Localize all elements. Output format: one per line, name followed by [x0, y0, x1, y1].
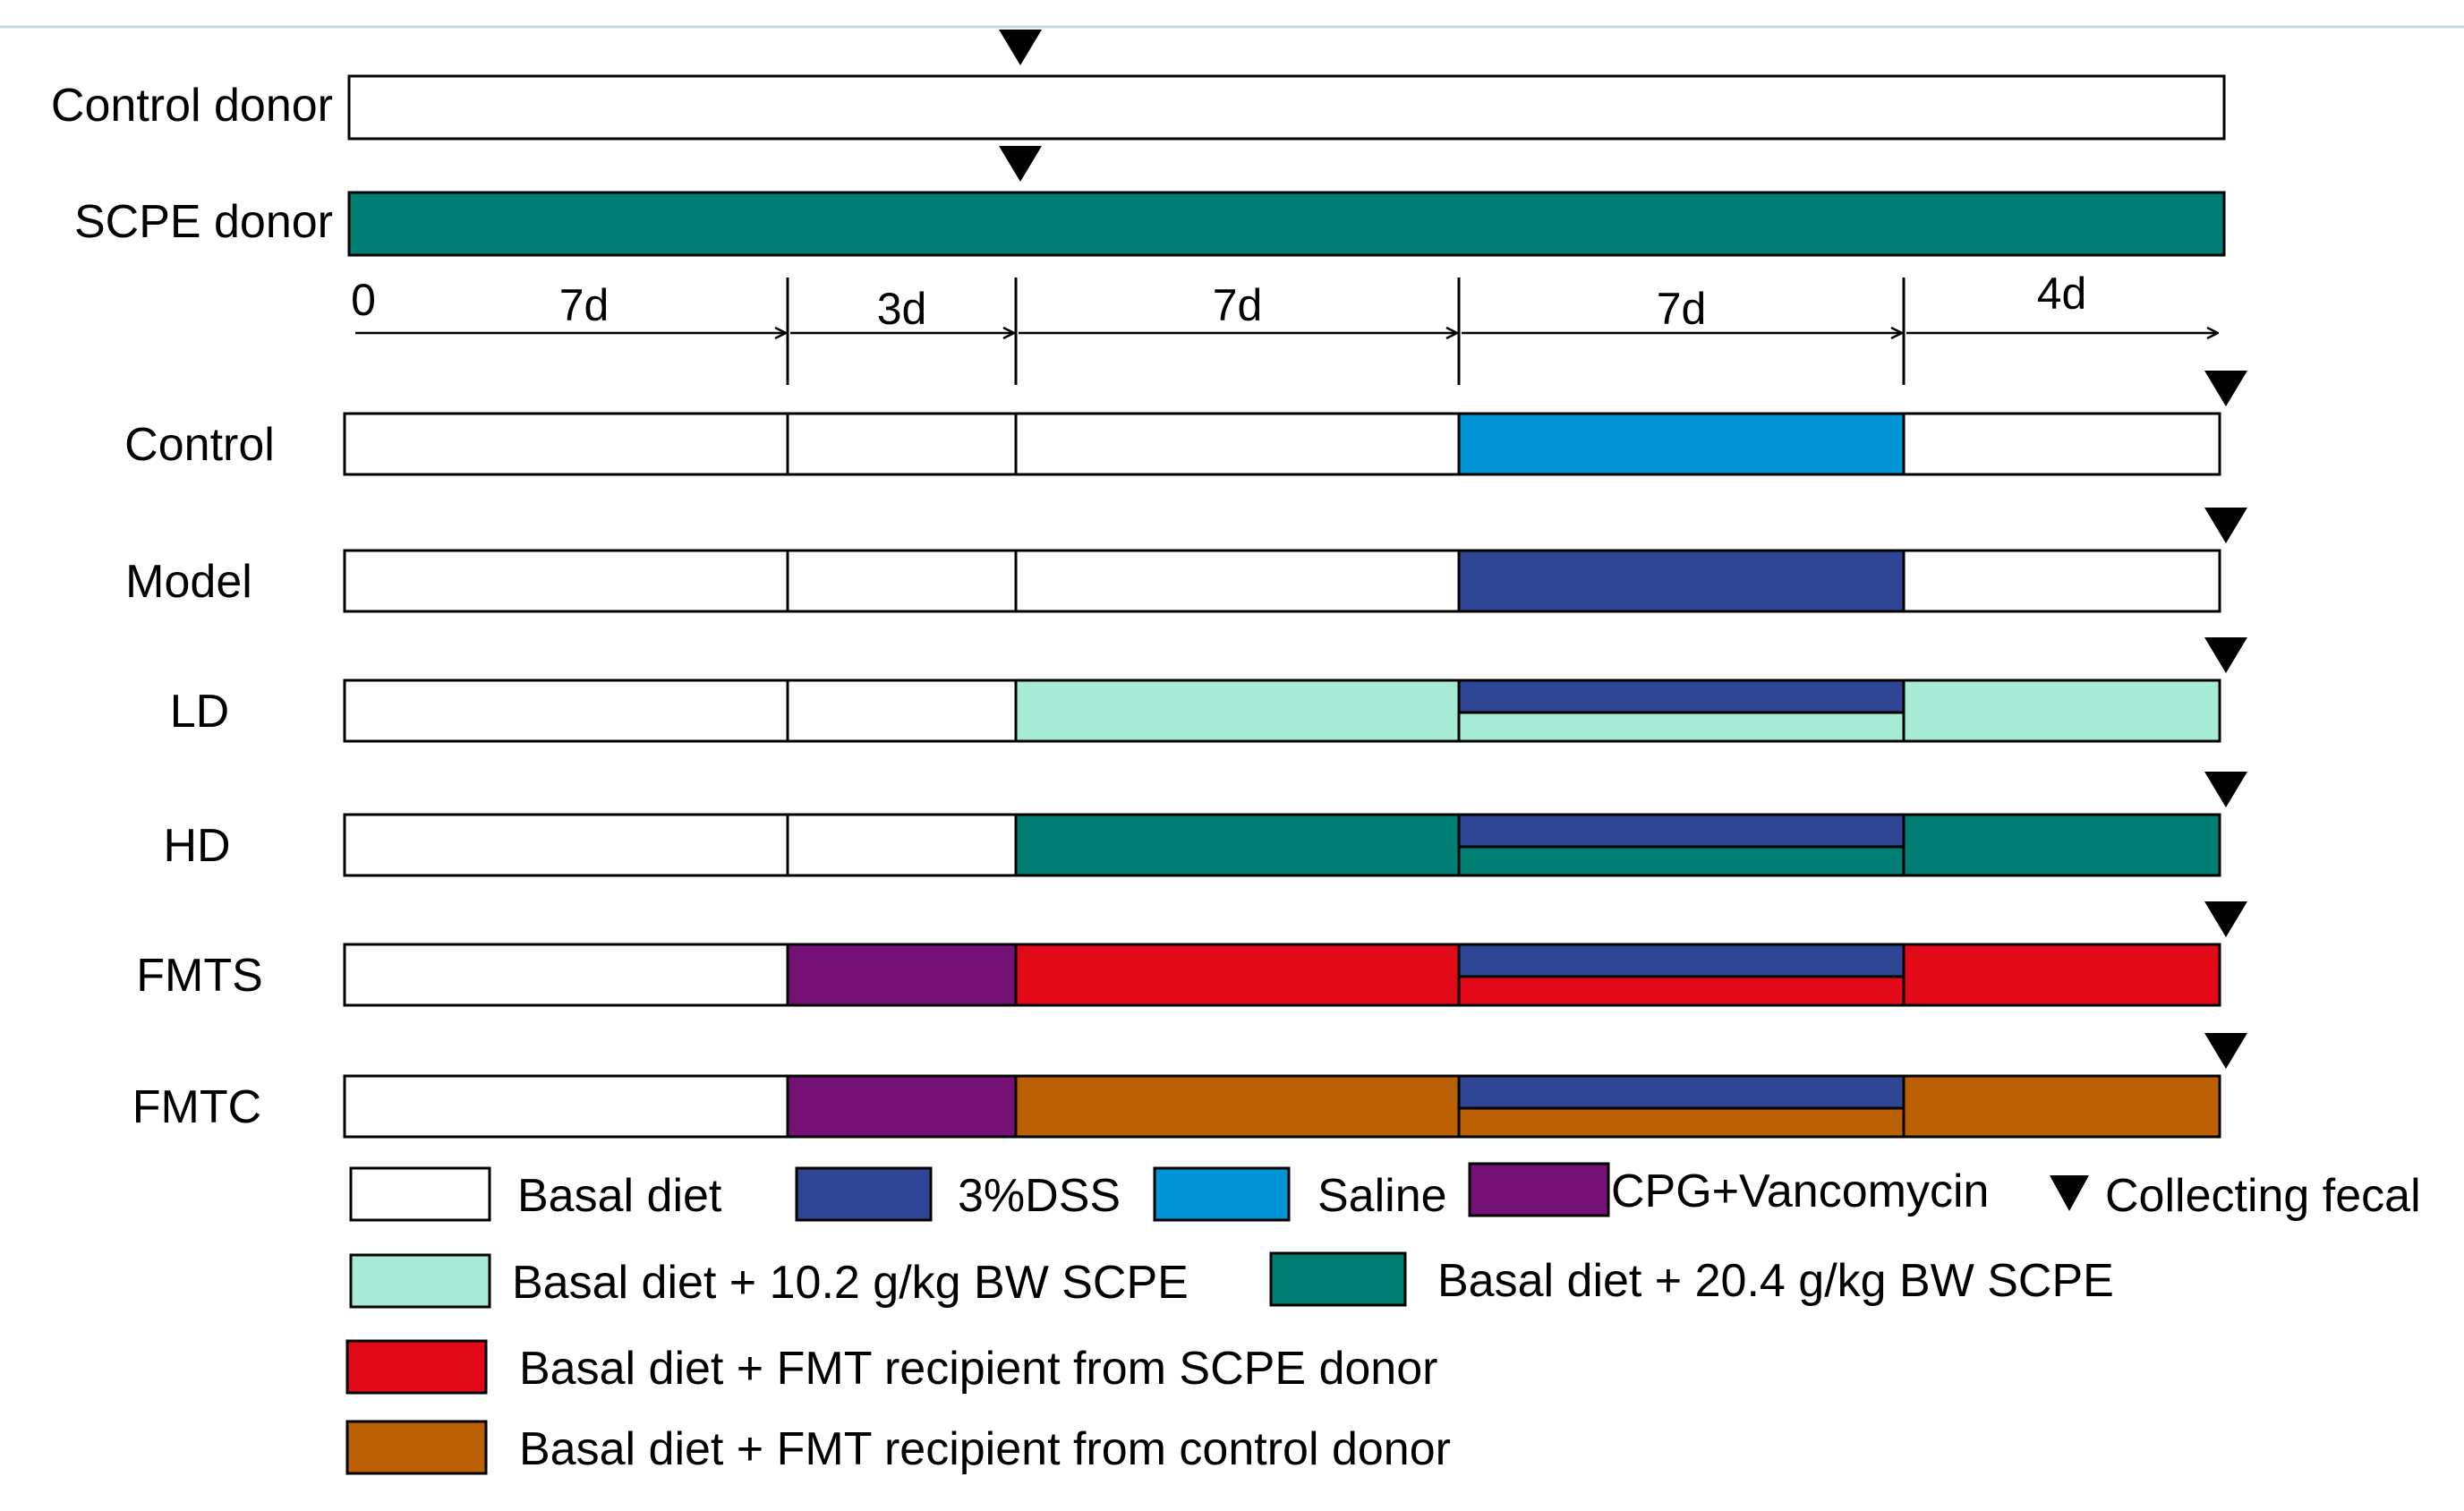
group-bar-segment-dss	[1459, 944, 1904, 977]
group-bar-segment	[1904, 1076, 2220, 1137]
legend-label: Basal diet + FMT recipient from control …	[519, 1423, 1451, 1475]
group-bar-outline	[343, 943, 2221, 1007]
group-bar-segment	[788, 1076, 1016, 1137]
group-bar-segment	[345, 1076, 788, 1137]
legend-swatch	[345, 1339, 488, 1395]
collecting-fecal-marker-icon	[999, 30, 1042, 65]
group-bar-segment	[1904, 414, 2220, 474]
group-label: Model	[125, 556, 252, 608]
donor-label: SCPE donor	[74, 196, 333, 248]
group-label: FMTS	[136, 950, 263, 1002]
group-bar-segment	[788, 414, 1016, 474]
group-label: Control	[124, 419, 275, 471]
group-bar-outline	[343, 813, 2221, 877]
legend-label: Saline	[1317, 1170, 1447, 1222]
legend-label: Basal diet + FMT recipient from SCPE don…	[519, 1343, 1437, 1395]
group-bar-segment	[1016, 815, 1459, 875]
donor-bar	[347, 74, 2226, 141]
collecting-fecal-marker-icon	[2204, 371, 2247, 406]
group-bar-segment-dss	[1459, 815, 1904, 847]
group-bar-outline	[343, 549, 2221, 613]
legend-swatch	[345, 1420, 488, 1475]
group-bar-outline	[343, 679, 2221, 743]
timeline-segment-label: 7d	[559, 280, 610, 330]
timeline-segment-label: 4d	[2037, 269, 2087, 319]
legend-fecal-marker-icon	[2050, 1175, 2089, 1211]
group-bar-segment	[1904, 551, 2220, 611]
group-bar-segment	[1016, 680, 1459, 741]
group-label: HD	[163, 820, 230, 872]
group-bar-segment	[1904, 944, 2220, 1005]
group-bar-segment	[345, 680, 788, 741]
group-bar-segment	[345, 551, 788, 611]
legend-label: 3%DSS	[958, 1170, 1121, 1222]
legend-label: CPG+Vancomycin	[1611, 1165, 1989, 1217]
group-bar-segment	[345, 414, 788, 474]
group-bar-segment	[1016, 1076, 1459, 1137]
group-bar-segment	[788, 815, 1016, 875]
group-bar-outline	[343, 1074, 2221, 1139]
group-bars: Control Model LD HD FMTS FMTC	[124, 371, 2247, 1139]
group-bar-segment	[1016, 944, 1459, 1005]
collecting-fecal-marker-icon	[2204, 901, 2247, 937]
legend: Basal diet 3%DSS Saline CPG+Vancomycin Colle…	[345, 1162, 2421, 1475]
donor-label: Control donor	[51, 80, 333, 132]
group-bar-segment	[788, 944, 1016, 1005]
group-bar-outline	[343, 412, 2221, 476]
legend-swatch	[1269, 1251, 1407, 1307]
timeline-segment-label: 3d	[877, 284, 927, 334]
group-bar-segment	[1459, 551, 1904, 611]
donor-bars: Control donor SCPE donor	[51, 30, 2226, 257]
legend-label: Basal diet + 20.4 g/kg BW SCPE	[1437, 1255, 2114, 1307]
group-bar-segment	[788, 680, 1016, 741]
group-bar-segment	[1904, 680, 2220, 741]
timeline-segment-label: 7d	[1213, 280, 1263, 330]
legend-label: Basal diet	[517, 1170, 722, 1222]
group-bar-segment	[1904, 815, 2220, 875]
collecting-fecal-marker-icon	[999, 146, 1042, 182]
group-bar-segment	[1016, 414, 1459, 474]
group-bar-segment	[345, 815, 788, 875]
legend-label: Collecting fecal	[2105, 1170, 2421, 1222]
collecting-fecal-marker-icon	[2204, 508, 2247, 543]
group-bar-segment	[1016, 551, 1459, 611]
donor-bar	[347, 191, 2226, 257]
group-bar-segment-dss	[1459, 680, 1904, 713]
collecting-fecal-marker-icon	[2204, 637, 2247, 673]
legend-swatch	[1153, 1166, 1291, 1222]
legend-label: Basal diet + 10.2 g/kg BW SCPE	[512, 1257, 1189, 1309]
timeline-segment-label: 7d	[1657, 284, 1707, 334]
legend-swatch	[349, 1253, 491, 1309]
group-bar-segment	[1459, 414, 1904, 474]
group-bar-segment-dss	[1459, 1076, 1904, 1108]
legend-swatch	[1468, 1162, 1610, 1217]
group-label: LD	[170, 686, 229, 738]
collecting-fecal-marker-icon	[2204, 1033, 2247, 1069]
group-label: FMTC	[132, 1081, 261, 1133]
timeline-origin-label: 0	[351, 275, 376, 325]
group-bar-segment	[345, 944, 788, 1005]
timeline-axis: 0 7d 3d 7d 7d 4d	[351, 269, 2217, 385]
legend-swatch	[795, 1166, 933, 1222]
collecting-fecal-marker-icon	[2204, 772, 2247, 807]
group-bar-segment	[788, 551, 1016, 611]
legend-swatch	[349, 1166, 491, 1222]
